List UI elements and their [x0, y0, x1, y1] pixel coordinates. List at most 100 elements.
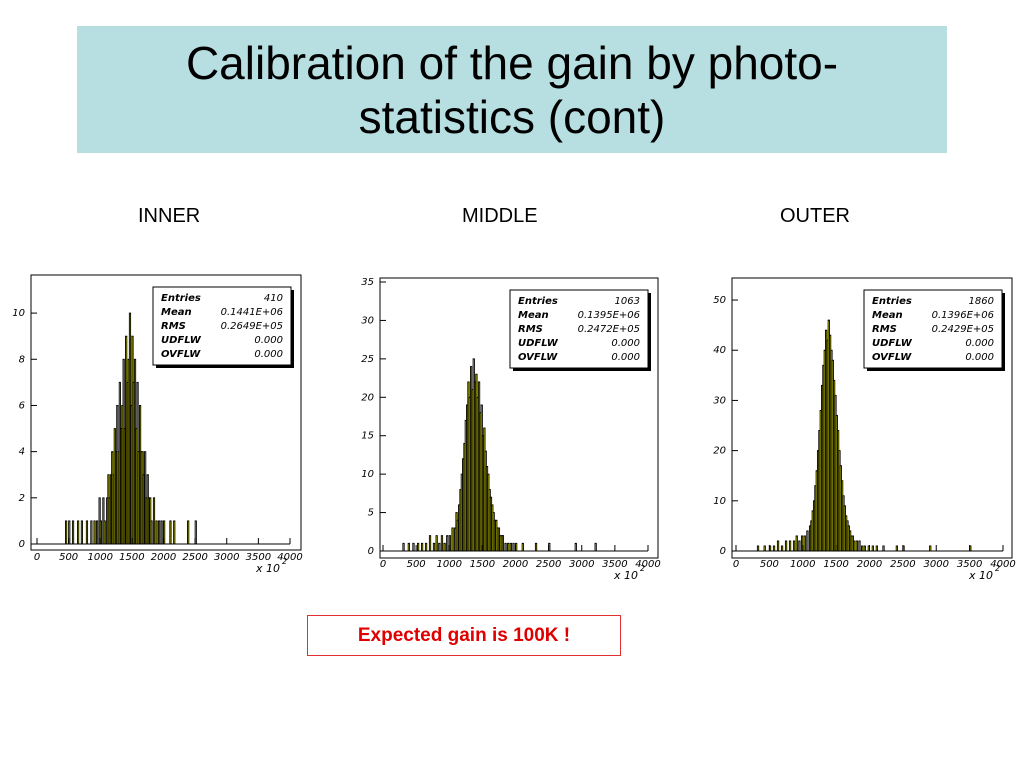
- stats-value: 0.1396E+06: [932, 310, 994, 321]
- histogram-bin: [169, 520, 172, 545]
- y-tick-label: 20: [713, 446, 726, 457]
- outer-label: OUTER: [780, 205, 850, 227]
- x-multiplier-exponent: 2: [640, 564, 645, 573]
- stats-value: 0.000: [611, 338, 640, 349]
- x-tick-label: 1500: [470, 559, 495, 570]
- stats-value: 0.1441E+06: [221, 307, 283, 318]
- histogram-bin: [77, 520, 80, 545]
- histogram-bin: [446, 535, 449, 552]
- histogram-bin: [855, 540, 858, 552]
- histogram-bin: [412, 542, 415, 552]
- slide-title-line-2: statistics (cont): [358, 90, 666, 143]
- histogram-bin: [435, 535, 438, 552]
- x-tick-label: 1500: [823, 559, 848, 570]
- histogram-bin: [432, 542, 436, 552]
- stats-box: [509, 289, 649, 369]
- histogram-bin: [863, 545, 866, 552]
- slide-title-line-1: Calibration of the gain by photo-: [185, 36, 839, 89]
- histogram-bin: [784, 540, 788, 552]
- histogram-bin: [895, 545, 898, 552]
- histogram-bin: [85, 520, 89, 545]
- histogram-bin: [806, 530, 809, 552]
- x-tick-label: 2500: [890, 559, 915, 570]
- x-multiplier-label: x 10: [255, 562, 280, 575]
- y-tick-label: 15: [361, 431, 374, 442]
- middle-label: MIDDLE: [462, 205, 538, 227]
- inner-histogram: 0 500 1000 1500 2000 2500 3000 3500 4000 0 2 4 6 8 10 x…: [12, 274, 303, 575]
- y-tick-label: 0: [19, 539, 25, 550]
- histogram-bin: [507, 542, 510, 552]
- stats-value: 0.000: [611, 352, 640, 363]
- stats-value: 0.1395E+06: [578, 310, 640, 321]
- x-tick-label: 3000: [569, 559, 594, 570]
- y-tick-label: 4: [19, 447, 25, 458]
- x-tick-label: 500: [407, 559, 426, 570]
- histogram-bin: [792, 540, 796, 552]
- histogram-bin: [424, 542, 428, 552]
- histogram-bin: [756, 545, 760, 552]
- y-tick-label: 25: [361, 354, 374, 365]
- stats-key: Mean: [161, 307, 192, 318]
- histogram-bin: [93, 520, 96, 545]
- histogram-bin: [772, 545, 776, 552]
- y-tick-label: 40: [713, 345, 726, 356]
- x-tick-label: 1000: [437, 559, 462, 570]
- histogram-bin: [173, 520, 176, 545]
- x-multiplier-exponent: 2: [995, 564, 1000, 573]
- x-tick-label: 3500: [602, 559, 627, 570]
- histogram-bin: [438, 542, 441, 552]
- y-tick-label: 2: [19, 493, 25, 504]
- expected-gain-note: Expected gain is 100K !: [307, 615, 621, 656]
- stats-value: 0.000: [254, 335, 283, 346]
- histogram-bin: [103, 520, 106, 545]
- stats-key: UDFLW: [161, 335, 202, 346]
- histogram-bin: [594, 542, 597, 552]
- histogram-bin: [858, 540, 861, 552]
- stats-key: UDFLW: [518, 338, 559, 349]
- histogram-bin: [157, 520, 161, 545]
- x-tick-label: 3000: [924, 559, 949, 570]
- x-multiplier-label: x 10: [968, 569, 993, 582]
- stats-key: OVFLW: [518, 352, 558, 363]
- stats-key: RMS: [518, 324, 543, 335]
- histogram-bin: [420, 542, 424, 552]
- histogram-bin: [512, 542, 515, 552]
- histogram-bin: [803, 535, 806, 552]
- y-tick-label: 30: [713, 395, 726, 406]
- stats-key: Entries: [872, 296, 912, 307]
- histogram-bin: [875, 545, 878, 552]
- x-tick-label: 3500: [246, 552, 271, 563]
- histogram-bin: [90, 520, 93, 545]
- histogram-bin: [451, 527, 454, 552]
- y-tick-label: 10: [361, 469, 374, 480]
- histogram-bin: [428, 535, 432, 552]
- histogram-bin: [155, 520, 158, 545]
- histogram-bin: [534, 542, 538, 552]
- stats-value: 0.000: [965, 338, 994, 349]
- stats-value: 0.000: [254, 349, 283, 360]
- x-tick-label: 2500: [536, 559, 561, 570]
- histogram-bin: [853, 540, 856, 552]
- histogram-bin: [521, 542, 524, 552]
- y-tick-label: 0: [368, 546, 374, 557]
- stats-box: [863, 289, 1003, 369]
- stats-key: OVFLW: [161, 349, 201, 360]
- x-tick-label: 1000: [790, 559, 815, 570]
- histogram-bin: [187, 520, 190, 545]
- histogram-bin: [152, 497, 156, 545]
- histogram-bin: [871, 545, 874, 552]
- y-tick-label: 6: [19, 400, 25, 411]
- stats-value: 0.2472E+05: [578, 324, 640, 335]
- histogram-bin: [96, 520, 99, 545]
- y-tick-label: 8: [19, 354, 25, 365]
- histogram-bin: [795, 535, 798, 552]
- y-tick-label: 0: [720, 546, 726, 557]
- histogram-bin: [150, 520, 153, 545]
- histogram-bin: [402, 542, 405, 552]
- histogram-bin: [788, 540, 792, 552]
- stats-key: Entries: [161, 293, 201, 304]
- y-tick-label: 20: [361, 392, 374, 403]
- histogram-bin: [71, 520, 75, 545]
- x-tick-label: 0: [733, 559, 739, 570]
- histogram-bin: [776, 540, 780, 552]
